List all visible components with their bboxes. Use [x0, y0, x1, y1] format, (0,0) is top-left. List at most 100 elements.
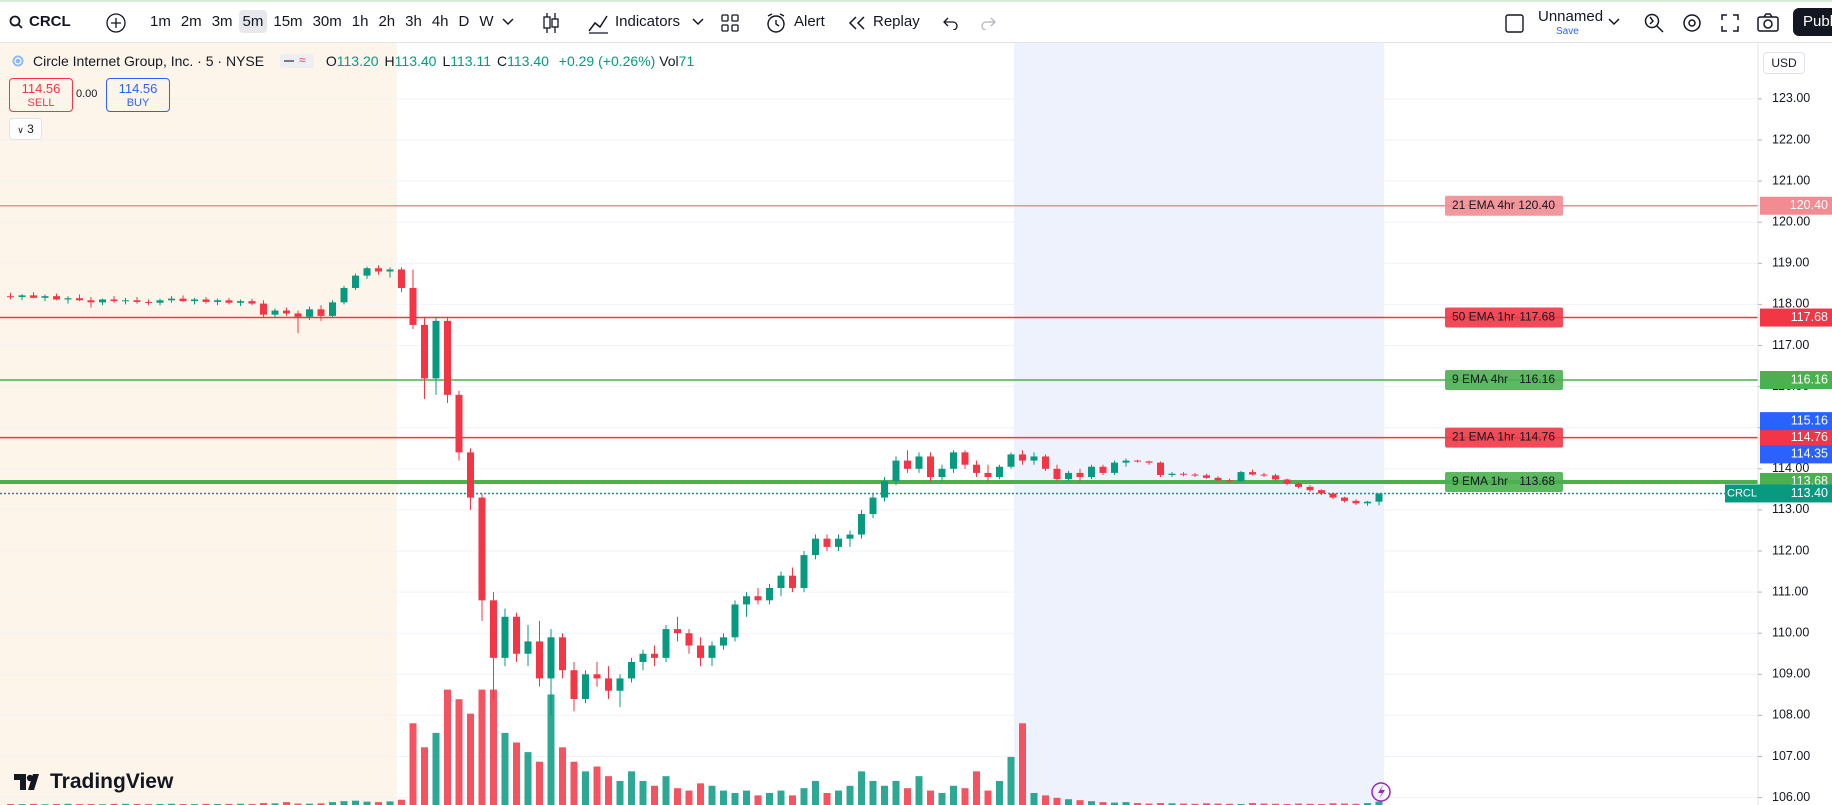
candle-body	[915, 456, 923, 469]
currency[interactable]: USD	[1763, 52, 1805, 74]
candle-body	[1157, 462, 1164, 475]
candle-body	[685, 633, 693, 646]
event-icon	[1378, 785, 1385, 799]
redo[interactable]	[980, 16, 996, 30]
candle-body	[455, 394, 463, 453]
quick-search[interactable]	[1643, 12, 1665, 34]
alert-icon[interactable]	[765, 12, 787, 34]
indicators-button[interactable]: Indicators	[615, 13, 681, 30]
volume-bar	[294, 803, 302, 805]
symbol[interactable]: CRCL	[29, 13, 71, 30]
level-value: 113.68	[1519, 474, 1555, 488]
volume-bar	[1341, 803, 1348, 805]
snapshot[interactable]	[1757, 13, 1779, 33]
volume-bar	[731, 792, 739, 805]
volume-bar	[1272, 803, 1279, 805]
candle-body	[662, 629, 670, 658]
interval[interactable]: 2m	[180, 13, 202, 30]
volume-bar	[1145, 803, 1153, 805]
level-name: 9 EMA 4hr	[1452, 372, 1508, 386]
chart-type[interactable]	[541, 11, 561, 35]
layout-menu[interactable]	[1608, 18, 1620, 26]
volume-bar	[260, 803, 267, 805]
interval[interactable]: 15m	[273, 13, 303, 30]
save-button[interactable]: Save	[1556, 26, 1579, 37]
fullscreen[interactable]	[1720, 13, 1740, 33]
layout-checkbox[interactable]	[1505, 14, 1524, 33]
sell-button[interactable]: 114.56 SELL	[9, 78, 73, 112]
price-tag-label: 115.16	[1791, 413, 1828, 427]
alert-button[interactable]: Alert	[794, 13, 825, 30]
volume-bar	[306, 803, 313, 805]
level-label-box	[1445, 370, 1563, 391]
settings[interactable]	[1681, 12, 1703, 34]
candle-body	[731, 604, 739, 638]
volume-bar	[950, 785, 957, 805]
interval[interactable]: 1h	[351, 13, 369, 30]
volume-bar	[1180, 803, 1187, 805]
y-tick-label: 122.00	[1772, 132, 1810, 146]
level-axis-label: 120.40	[1790, 198, 1828, 212]
candle-body	[674, 629, 681, 634]
brand-logo[interactable]: TradingView	[14, 770, 173, 794]
y-tick-label: 123.00	[1772, 91, 1810, 105]
candle-body	[398, 269, 405, 288]
volume-bar	[559, 747, 566, 805]
brand-name: TradingView	[50, 770, 174, 793]
interval[interactable]: 30m	[312, 13, 342, 30]
layout-name[interactable]: Unnamed	[1538, 8, 1604, 25]
level-axis-label: 116.16	[1791, 372, 1828, 386]
volume-bar	[1088, 801, 1095, 805]
volume-bar	[639, 780, 647, 805]
candle-body	[386, 269, 394, 272]
candle-body	[628, 661, 635, 679]
candle-body	[559, 637, 566, 671]
interval[interactable]: 2h	[378, 13, 396, 30]
candle-body	[64, 298, 72, 300]
y-tick-label: 117.00	[1772, 338, 1809, 352]
candle-body	[340, 287, 348, 303]
buy-button[interactable]: 114.56 BUY	[106, 78, 170, 112]
interval-menu[interactable]	[502, 18, 514, 26]
replay-icon[interactable]	[848, 16, 866, 30]
volume-bar	[1168, 803, 1176, 805]
add-symbol[interactable]	[105, 12, 127, 34]
interval[interactable]: D	[458, 13, 470, 30]
interval[interactable]: 5m	[238, 10, 268, 33]
volume-bar	[720, 790, 727, 805]
volume-bar	[156, 803, 164, 805]
candle-body	[122, 300, 129, 302]
event-marker[interactable]	[1371, 782, 1391, 802]
candle-body	[7, 296, 14, 298]
volume-bar	[869, 780, 877, 805]
candle-body	[317, 309, 325, 316]
interval[interactable]: 3h	[405, 13, 422, 30]
interval[interactable]: 1m	[150, 13, 171, 30]
volume-bar	[915, 776, 923, 805]
candle-body	[1295, 483, 1302, 487]
volume-bar	[340, 801, 348, 805]
candle-body	[1122, 460, 1130, 463]
volume-bar	[605, 776, 612, 805]
interval[interactable]: 3m	[211, 13, 233, 30]
replay-button[interactable]: Replay	[873, 13, 920, 30]
last-price-label: 113.40	[1791, 486, 1828, 500]
publish-button[interactable]: Publish	[1793, 8, 1832, 36]
legend-toggle[interactable]: ≈	[279, 53, 314, 68]
indicator-collapse[interactable]: ∨ 3	[9, 118, 42, 140]
indicators-icon[interactable]	[587, 12, 609, 34]
y-tick-label: 118.00	[1772, 297, 1809, 311]
search-icon[interactable]	[9, 15, 23, 29]
layout-icon[interactable]	[720, 13, 740, 33]
interval[interactable]: W	[479, 13, 494, 30]
volume-bar	[375, 802, 382, 805]
indicators-menu[interactable]	[692, 18, 704, 26]
candle-body	[651, 653, 658, 658]
interval[interactable]: 4h	[431, 13, 449, 30]
undo[interactable]	[943, 16, 959, 30]
volume-bar	[237, 803, 244, 805]
volume-bar	[1364, 803, 1371, 805]
after-hours-shade	[1014, 43, 1384, 805]
candle-body	[616, 678, 624, 691]
